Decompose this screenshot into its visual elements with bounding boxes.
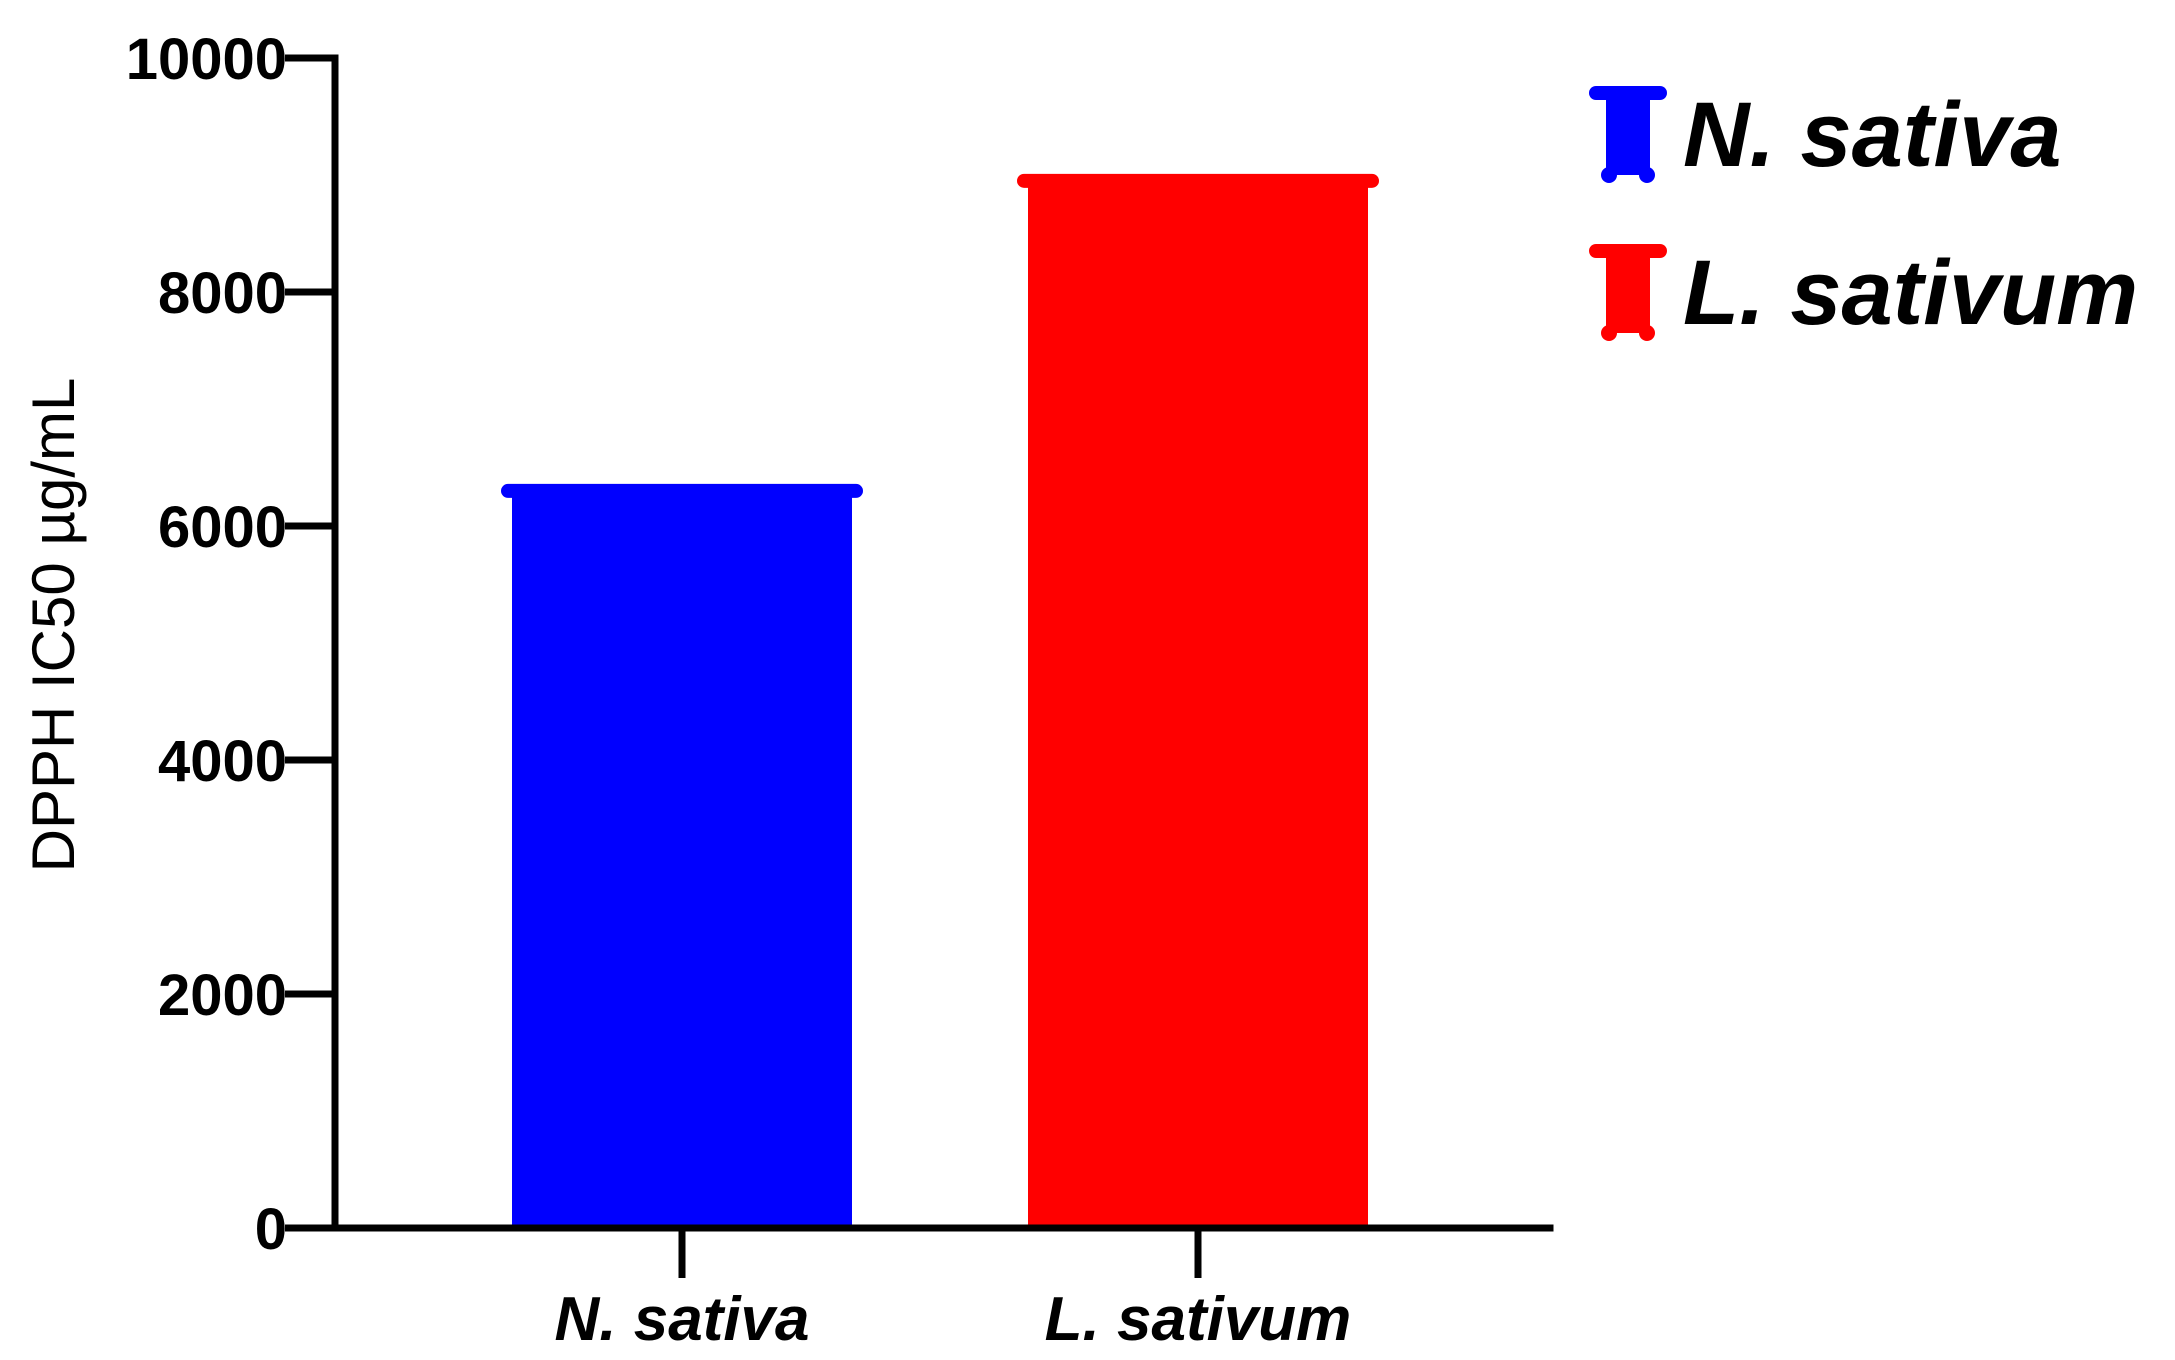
legend-swatch — [1589, 244, 1667, 341]
x-tick-label: N. sativa — [554, 1285, 809, 1354]
legend-label: N. sativa — [1683, 84, 2061, 186]
y-tick-label: 6000 — [158, 495, 287, 560]
legend-swatch — [1589, 86, 1667, 183]
y-tick-label: 2000 — [158, 963, 287, 1028]
y-tick-label: 0 — [255, 1197, 287, 1262]
bar-l-sativum — [1028, 180, 1368, 1229]
x-tick-label: L. sativum — [1045, 1285, 1352, 1354]
y-tick-label: 4000 — [158, 729, 287, 794]
bar-n-sativa — [512, 490, 852, 1228]
y-tick-label: 10000 — [126, 27, 287, 92]
y-tick-label: 8000 — [158, 261, 287, 326]
bars — [501, 173, 1379, 1229]
legend: N. sativa L. sativum — [1589, 84, 2138, 344]
legend-label: L. sativum — [1683, 242, 2138, 344]
y-axis-ticks: 0 2000 4000 6000 8000 10000 — [126, 27, 335, 1262]
y-axis-label: DPPH IC50 µg/mL — [20, 378, 87, 873]
x-axis-ticks: N. sativa L. sativum — [554, 1228, 1351, 1354]
